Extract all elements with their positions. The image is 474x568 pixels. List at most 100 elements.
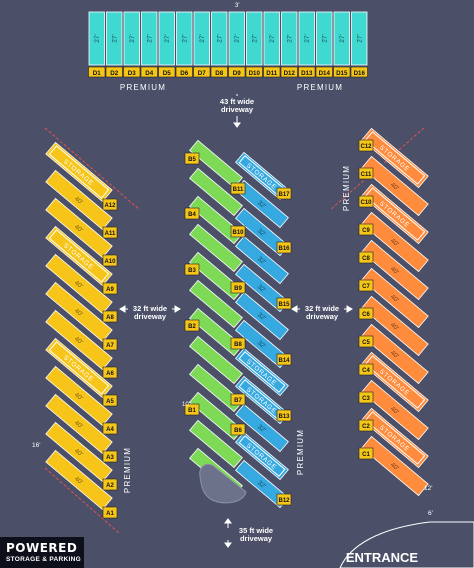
premium-spot-tag-d6: [175, 66, 193, 78]
premium-spot-id: D7: [198, 70, 206, 77]
stall-body: [45, 225, 113, 287]
premium-spot-d5: [158, 11, 175, 66]
stall-tag-c10: [358, 195, 374, 208]
stall-size-label: 40': [73, 335, 84, 346]
stall-id: A2: [106, 483, 114, 489]
stall-body: [189, 223, 243, 273]
premium-spot-size: 27': [164, 34, 171, 42]
parking-stall-a7: 40': [45, 281, 113, 343]
premium-spot-id: D5: [163, 70, 171, 77]
stall-body: [189, 307, 243, 357]
stall-tag-b2: [184, 319, 200, 332]
column-c: STORAGEC1240'C11STORAGEC1040'C940'C840'C…: [358, 127, 429, 497]
stall-size-label: 40': [73, 307, 84, 318]
stall-tag-c7: [358, 279, 374, 292]
stall-size-label: 40': [389, 461, 400, 472]
stall-size-label: 40': [389, 265, 400, 276]
stall-id: A1: [106, 511, 114, 517]
stall-body: [361, 183, 429, 245]
stall-tag-a4: [102, 422, 118, 435]
stall-size-label: 40': [73, 195, 84, 206]
stall-tag-c2: [358, 419, 374, 432]
stall-id: A5: [106, 399, 114, 405]
stall-id: C6: [362, 312, 370, 318]
stall-size-label: 32': [256, 339, 267, 350]
stall-tag-b9: [230, 281, 246, 294]
stall-body: [361, 351, 429, 413]
storage-box: [48, 229, 110, 283]
storage-box: [238, 435, 286, 477]
stall-tag-b7: [230, 393, 246, 406]
parking-stall-c6: 40': [361, 295, 429, 357]
storage-box: [238, 351, 286, 393]
premium-spot-d9: [228, 11, 245, 66]
premium-spot-id: D9: [233, 70, 241, 77]
driveway-right-text-1: 32 ft wide: [305, 304, 339, 313]
storage-box: [364, 411, 426, 465]
stall-tag-b8: [230, 337, 246, 350]
driveway-left-text-2: driveway: [134, 312, 167, 321]
stall-body: [45, 253, 113, 315]
stall-size-label: 40': [73, 447, 84, 458]
premium-spot-id: D13: [301, 70, 313, 77]
stall-id: A8: [106, 315, 114, 321]
stall-body: [235, 403, 289, 453]
parking-stall-c5: 40': [361, 323, 429, 385]
stall-size-label: 32': [256, 199, 267, 210]
parking-stall-green-8: [189, 363, 243, 413]
premium-spot-d15: [333, 11, 350, 66]
stall-id: C11: [361, 172, 372, 178]
parking-stall-c1: 40': [361, 435, 429, 497]
stall-tag-b13: [276, 409, 292, 422]
premium-spot-size: 27': [199, 34, 206, 42]
stall-id: B17: [278, 192, 290, 198]
parking-stall-green-4: [189, 251, 243, 301]
stall-body: [189, 419, 243, 469]
premium-spot-tag-d3: [123, 66, 141, 78]
stall-body: [189, 139, 243, 189]
stall-body: [45, 141, 113, 203]
stall-id: B14: [278, 358, 290, 364]
driveway-top-text-2: driveway: [221, 105, 254, 114]
stall-id: B12: [278, 498, 290, 504]
stall-body: [361, 435, 429, 497]
parking-stall-green-0: [189, 139, 243, 189]
stall-body: [361, 127, 429, 189]
premium-spot-size: 27': [111, 34, 118, 42]
dimension-6ft: 6': [428, 510, 433, 517]
premium-spot-size: 27': [251, 34, 258, 42]
premium-label-col-a: PREMIUM: [123, 447, 132, 493]
stall-tag-b1: [184, 403, 200, 416]
premium-spot-d3: [123, 11, 140, 66]
stall-id: C8: [362, 256, 370, 262]
parking-stall-a3: 40': [45, 393, 113, 455]
entrance-label: ENTRANCE: [346, 550, 419, 565]
premium-spot-size: 27': [304, 34, 311, 42]
dimension-12ft: 12': [424, 485, 432, 492]
parking-stall-green-7: [189, 335, 243, 385]
stall-size-label: 40': [389, 349, 400, 360]
parking-stall-c11: 40': [361, 155, 429, 217]
stall-id: B3: [188, 268, 196, 274]
stall-size-label: 40': [73, 419, 84, 430]
premium-spot-size: 27': [94, 34, 101, 42]
stall-size-label: 32': [256, 479, 267, 490]
premium-spot-tag-d15: [333, 66, 351, 78]
parking-stall-green-5: [189, 279, 243, 329]
stall-size-label: 40': [389, 293, 400, 304]
storage-box: [364, 131, 426, 185]
stall-id: C2: [362, 424, 370, 430]
premium-spot-id: D14: [319, 70, 331, 77]
stall-body: [235, 431, 289, 481]
stall-id: B16: [278, 246, 290, 252]
parking-stall-green-6: [189, 307, 243, 357]
stall-body: [361, 155, 429, 217]
stall-id: C3: [362, 396, 370, 402]
premium-spot-size: 27': [269, 34, 276, 42]
stall-id: B7: [234, 398, 242, 404]
premium-spot-size: 27': [339, 34, 346, 42]
premium-spot-size: 27': [216, 34, 223, 42]
stall-tag-a1: [102, 506, 118, 519]
premium-spot-size: 27': [181, 34, 188, 42]
